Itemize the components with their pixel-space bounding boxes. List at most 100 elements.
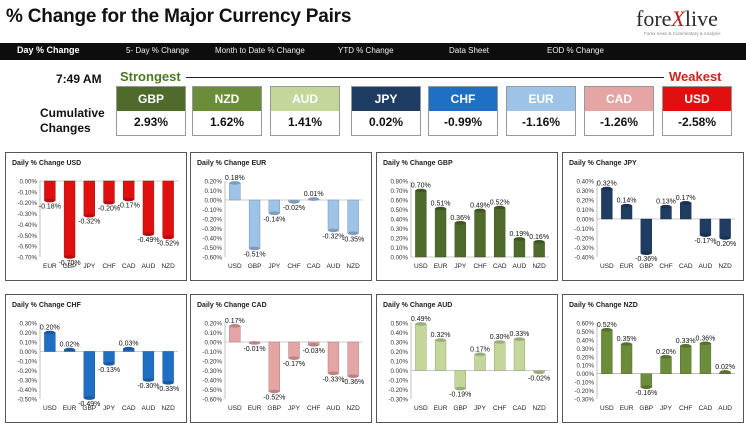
x-category-label: JPY xyxy=(288,405,301,412)
x-category-label: CAD xyxy=(122,263,136,270)
bar-cap xyxy=(162,381,174,385)
x-category-label: USD xyxy=(43,405,57,412)
chart-jpy: Daily % Change JPY 0.40% 0.30% 0.20% 0.10% 0.… xyxy=(569,160,736,270)
logo-text-x: X xyxy=(671,6,685,31)
bar-chf xyxy=(103,180,115,203)
y-tick-label: 0.30% xyxy=(19,321,37,328)
rank-divider-line xyxy=(186,77,664,78)
nav-data-sheet[interactable]: Data Sheet xyxy=(449,46,490,55)
rank-card-currency: CHF xyxy=(429,87,497,111)
x-category-label: AUD xyxy=(142,263,156,270)
bar-aud xyxy=(327,199,340,231)
chart-title: Daily % Change CAD xyxy=(197,302,267,309)
bar-cap xyxy=(621,342,632,346)
bar-cap xyxy=(162,235,174,240)
rank-card-currency: EUR xyxy=(507,87,575,111)
bar-usd xyxy=(415,323,427,371)
chart-title: Daily % Change USD xyxy=(12,160,81,167)
bar-cap xyxy=(308,343,320,347)
bar-cap xyxy=(288,200,300,204)
data-label: -0.02% xyxy=(528,375,550,382)
bar-cap xyxy=(103,200,115,205)
nav-eod-change[interactable]: EOD % Change xyxy=(547,46,604,55)
x-category-label: GBP xyxy=(82,405,96,412)
logo-text-live: live xyxy=(684,6,718,31)
bar-cap xyxy=(719,370,731,374)
bar-cap xyxy=(700,341,711,346)
y-tick-label: 0.00% xyxy=(19,179,37,186)
rank-card-jpy: JPY 0.02% xyxy=(351,86,421,136)
bar-usd xyxy=(601,329,613,374)
bar-gbp xyxy=(248,199,261,249)
bar-cap xyxy=(700,233,711,237)
data-label: -0.17% xyxy=(283,361,305,368)
rank-card-eur: EUR -1.16% xyxy=(506,86,576,136)
bar-cap xyxy=(660,354,672,359)
bar-cap xyxy=(415,188,427,193)
bar-cap xyxy=(143,378,154,382)
rank-card-usd: USD -2.58% xyxy=(662,86,732,136)
bar-cap xyxy=(533,240,545,244)
bar-cap xyxy=(435,338,446,342)
bar-cap xyxy=(660,204,672,209)
bar-cap xyxy=(347,374,359,378)
y-tick-label: -0.70% xyxy=(17,255,37,262)
bar-jpy xyxy=(83,180,95,216)
y-tick-label: -0.30% xyxy=(17,378,37,385)
data-label: 0.13% xyxy=(656,199,676,206)
data-label: 0.17% xyxy=(676,195,696,202)
bar-usd xyxy=(601,188,613,220)
y-tick-label: 0.00% xyxy=(390,255,408,262)
nav-5-day-change[interactable]: 5- Day % Change xyxy=(126,46,190,55)
bar-cap xyxy=(64,255,75,259)
bar-nzd xyxy=(162,351,174,384)
bar-cap xyxy=(288,356,300,360)
bar-eur xyxy=(44,180,56,201)
data-label: 0.51% xyxy=(431,201,451,208)
bar-nzd xyxy=(347,199,359,234)
chart-panel-jpy: Daily % Change JPY 0.40% 0.30% 0.20% 0.10% 0.… xyxy=(562,152,744,281)
data-label: 0.02% xyxy=(60,342,80,349)
y-tick-label: -0.10% xyxy=(202,207,222,214)
bar-eur xyxy=(620,205,633,220)
y-tick-label: 0.20% xyxy=(390,236,408,243)
y-tick-label: 0.00% xyxy=(204,198,222,205)
data-label: 0.49% xyxy=(411,316,431,323)
bar-cap xyxy=(64,347,75,352)
bar-cap xyxy=(123,346,135,351)
bar-cap xyxy=(83,213,95,218)
chart-panel-eur: Daily % Change EUR 0.20% 0.10% 0.00% -0.10% -… xyxy=(190,152,372,281)
bar-usd xyxy=(415,190,427,258)
forexlive-logo[interactable]: foreXlive Forex news & Commentary & Anal… xyxy=(636,6,736,38)
nav-month-to-date-change[interactable]: Month to Date % Change xyxy=(215,46,305,55)
y-tick-label: -0.60% xyxy=(202,255,222,262)
data-label: -0.52% xyxy=(263,394,285,401)
y-tick-label: -0.20% xyxy=(202,359,222,366)
nav-day-change[interactable]: Day % Change xyxy=(17,45,80,55)
y-tick-label: 0.50% xyxy=(390,207,408,214)
bar-gbp xyxy=(454,370,466,389)
y-tick-label: 0.00% xyxy=(204,340,222,347)
x-category-label: NZD xyxy=(346,263,360,270)
bar-eur xyxy=(620,343,633,374)
x-category-label: GBP xyxy=(639,405,653,412)
bar-cap xyxy=(268,211,280,216)
data-label: -0.49% xyxy=(137,237,159,244)
bar-cap xyxy=(494,340,506,344)
data-label: -0.36% xyxy=(635,256,657,263)
x-category-label: EUR xyxy=(620,405,634,412)
data-label: 0.52% xyxy=(490,200,510,207)
chart-title: Daily % Change AUD xyxy=(383,302,452,309)
bar-cap xyxy=(328,228,339,233)
y-tick-label: 0.30% xyxy=(576,346,594,353)
chart-panel-usd: Daily % Change USD 0.00% -0.10% -0.20% -0.30… xyxy=(5,152,187,281)
y-tick-label: -0.30% xyxy=(17,211,37,218)
y-tick-label: 0.20% xyxy=(576,198,594,205)
x-category-label: USD xyxy=(600,405,614,412)
bar-cap xyxy=(44,330,56,335)
chart-panel-nzd: Daily % Change NZD 0.60% 0.50% 0.40% 0.30% 0.… xyxy=(562,294,744,423)
nav-ytd-change[interactable]: YTD % Change xyxy=(338,46,394,55)
data-label: -0.16% xyxy=(635,390,657,397)
chart-usd: Daily % Change USD 0.00% -0.10% -0.20% -0.30… xyxy=(12,160,179,270)
x-category-label: JPY xyxy=(268,263,281,270)
